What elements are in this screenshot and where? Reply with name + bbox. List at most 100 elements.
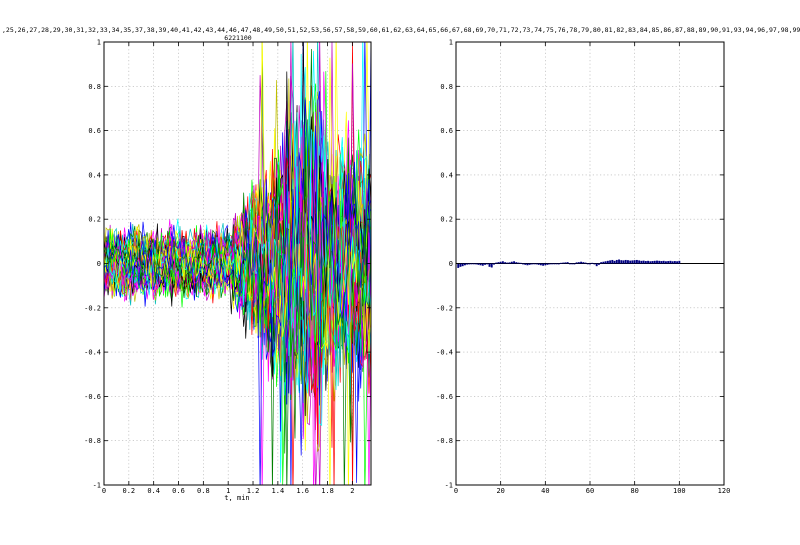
right-bar: [466, 263, 469, 265]
right-bar: [499, 261, 502, 264]
left-chart-traces: [104, 42, 371, 485]
right-chart-bars: [456, 259, 724, 268]
left-trace-line: [104, 164, 371, 378]
left-xtick-label: 2: [350, 487, 354, 495]
right-bar: [479, 263, 482, 266]
right-bar: [638, 260, 641, 264]
right-bar: [620, 260, 623, 264]
right-bar: [582, 262, 585, 264]
right-xtick-label: 60: [586, 487, 594, 495]
right-ytick-label: 0.2: [440, 216, 453, 224]
right-ytick-label: -0.6: [436, 393, 453, 401]
left-xtick-label: 1.6: [296, 487, 309, 495]
left-ytick-label: 0.2: [88, 216, 101, 224]
right-bar: [644, 261, 647, 264]
right-bar: [606, 260, 609, 264]
left-xtick-label: 1.2: [247, 487, 260, 495]
left-ytick-label: -0.2: [84, 304, 101, 312]
right-bar: [457, 263, 460, 268]
right-bar: [618, 259, 620, 264]
left-xtick-label: 0: [102, 487, 106, 495]
right-bar: [477, 263, 480, 265]
left-ytick-label: 0.4: [88, 171, 101, 179]
right-bar: [673, 261, 676, 264]
right-ytick-label: 0: [449, 260, 453, 268]
right-bar: [573, 263, 576, 265]
left-trace-line: [104, 71, 371, 381]
right-ytick-label: -0.4: [436, 349, 453, 357]
left-xtick-label: 1.4: [272, 487, 285, 495]
right-bar: [553, 263, 556, 265]
right-bar: [548, 263, 551, 265]
right-bar: [513, 261, 516, 264]
right-bar: [463, 263, 466, 266]
right-bar: [584, 262, 587, 264]
right-xtick-label: 20: [496, 487, 504, 495]
right-bar: [539, 263, 542, 266]
right-bar: [542, 263, 545, 266]
right-ytick-label: 0.8: [440, 83, 453, 91]
right-ytick-label: 0.6: [440, 127, 453, 135]
right-bar: [519, 262, 522, 264]
left-ytick-label: -0.4: [84, 349, 101, 357]
left-xtick-label: 0.8: [197, 487, 210, 495]
figure-suptitle: ,25,26,27,28,29,30,31,32,33,34,35,37,38,…: [2, 26, 800, 34]
right-bar: [611, 259, 614, 264]
right-bar: [537, 263, 540, 265]
right-bar: [635, 259, 638, 264]
right-bar: [647, 260, 650, 264]
right-bar: [667, 261, 670, 264]
right-bar: [676, 261, 679, 264]
right-bar: [488, 263, 491, 267]
right-xtick-label: 100: [673, 487, 686, 495]
right-ytick-label: -1: [445, 482, 453, 490]
right-bar: [660, 261, 663, 264]
right-bar: [633, 260, 636, 264]
right-bar: [495, 262, 498, 264]
right-bar: [609, 260, 612, 264]
left-xtick-label: 0.6: [172, 487, 185, 495]
right-bar: [560, 262, 562, 264]
right-ytick-label: -0.2: [436, 304, 453, 312]
right-bar: [530, 263, 533, 265]
right-bar: [671, 261, 674, 264]
right-bar: [564, 262, 567, 264]
right-ytick-label: 1: [449, 39, 453, 47]
left-ytick-label: 1: [97, 39, 101, 47]
right-bar: [624, 259, 627, 264]
right-bar: [571, 263, 574, 265]
right-bar: [468, 263, 471, 265]
right-bar: [524, 263, 527, 265]
right-bar: [533, 263, 536, 265]
right-bar: [497, 262, 500, 264]
right-bar: [656, 260, 658, 264]
right-bar: [597, 263, 600, 265]
right-bar: [490, 263, 493, 268]
right-bar: [653, 260, 656, 264]
left-xtick-label: 0.2: [123, 487, 136, 495]
right-bar: [575, 262, 578, 264]
left-xtick-label: 1: [226, 487, 230, 495]
right-bar: [604, 261, 607, 264]
right-bar: [504, 262, 507, 264]
left-chart-ticks: 0 0.2 0.4 0.6 0.8 1 1.2 1.4 1.6 1.8 2 -1 -0.8 -0.6 -0.…: [84, 39, 371, 495]
right-bar: [515, 262, 518, 264]
right-bar: [602, 261, 605, 264]
right-bar: [640, 260, 643, 264]
left-chart-title: 6221100: [224, 34, 251, 42]
right-bar: [557, 263, 560, 265]
right-bar: [459, 263, 462, 267]
right-bar: [591, 262, 594, 264]
left-ytick-label: -0.6: [84, 393, 101, 401]
right-bar: [658, 260, 661, 264]
right-bar: [481, 263, 484, 266]
right-bar: [517, 262, 520, 264]
right-bar: [475, 263, 478, 265]
right-bar: [580, 261, 583, 264]
right-bar: [629, 260, 632, 264]
right-bar: [535, 263, 538, 265]
right-bar: [678, 260, 681, 264]
right-bar: [510, 261, 513, 264]
right-bar: [562, 262, 565, 264]
